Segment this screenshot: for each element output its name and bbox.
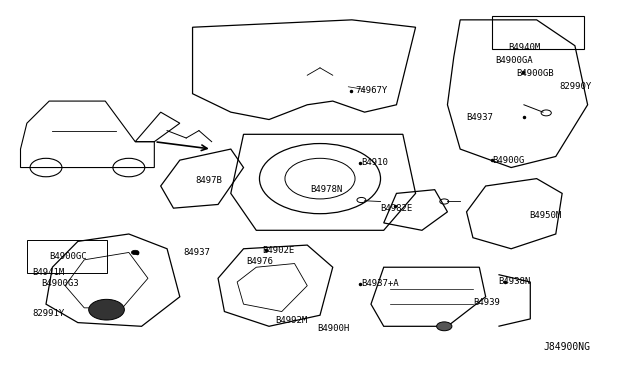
Text: B4900H: B4900H (317, 324, 349, 333)
Text: B4992M: B4992M (275, 316, 308, 325)
Text: 82991Y: 82991Y (32, 309, 64, 318)
Text: B4940M: B4940M (508, 43, 540, 52)
Text: B4938N: B4938N (499, 278, 531, 286)
Text: B4900GA: B4900GA (495, 56, 533, 65)
Text: 82990Y: 82990Y (559, 82, 591, 91)
Bar (492, 16, 584, 49)
Text: B4900GC: B4900GC (49, 251, 87, 261)
Text: B4937: B4937 (467, 113, 493, 122)
Circle shape (131, 250, 139, 255)
Text: B4939: B4939 (473, 298, 500, 307)
Text: B4950M: B4950M (529, 211, 561, 220)
Text: B4900GB: B4900GB (516, 69, 554, 78)
Text: J84900NG: J84900NG (544, 342, 591, 352)
Text: B4910: B4910 (362, 157, 388, 167)
Bar (27, 240, 106, 273)
Text: B4976: B4976 (246, 257, 273, 266)
Circle shape (89, 299, 124, 320)
Text: 8497B: 8497B (196, 176, 223, 185)
Text: B4982E: B4982E (381, 203, 413, 213)
Text: 74967Y: 74967Y (355, 86, 387, 94)
Circle shape (436, 322, 452, 331)
Text: B4941M: B4941M (32, 268, 64, 277)
Text: B4902E: B4902E (262, 246, 295, 255)
Text: B4937+A: B4937+A (362, 279, 399, 288)
Text: 84937: 84937 (183, 248, 210, 257)
Text: B4978N: B4978N (310, 185, 342, 194)
Text: B4900G: B4900G (492, 155, 524, 165)
Text: B4900G3: B4900G3 (41, 279, 79, 288)
